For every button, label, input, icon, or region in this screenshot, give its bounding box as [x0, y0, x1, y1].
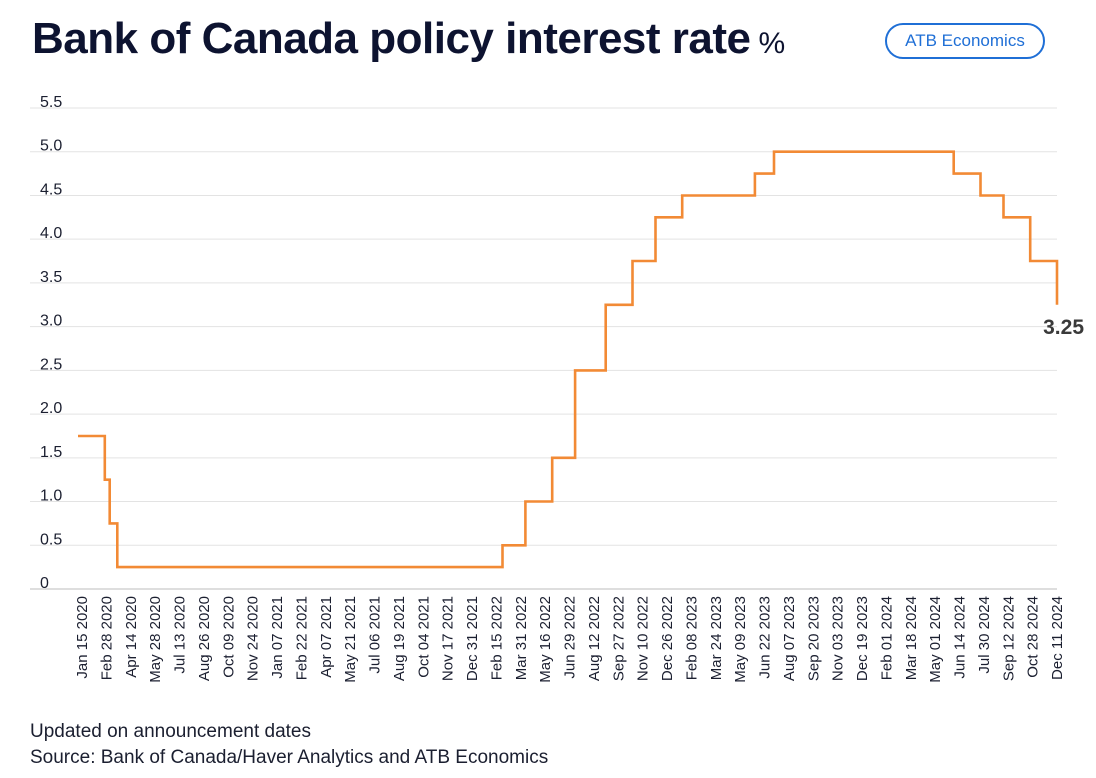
x-tick-label: Nov 03 2023: [830, 596, 847, 681]
x-tick-label: Nov 24 2020: [245, 596, 262, 681]
x-tick-label: Mar 24 2023: [708, 596, 725, 680]
x-tick-label: Dec 31 2021: [464, 596, 481, 681]
x-tick-label: May 21 2021: [342, 596, 359, 683]
x-tick-label: Oct 04 2021: [415, 596, 432, 678]
x-tick-label: May 28 2020: [147, 596, 164, 683]
x-tick-label: Oct 09 2020: [220, 596, 237, 678]
x-tick-label: Aug 26 2020: [196, 596, 213, 681]
x-tick-label: Aug 12 2022: [586, 596, 603, 681]
x-tick-label: Sep 27 2022: [610, 596, 627, 681]
y-tick-label: 0.5: [40, 531, 62, 548]
x-tick-label: Mar 31 2022: [513, 596, 530, 680]
x-tick-label: May 16 2022: [537, 596, 554, 683]
chart-title-block: Bank of Canada policy interest rate%: [32, 14, 785, 64]
x-tick-label: Jul 30 2024: [976, 596, 993, 674]
x-tick-label: Mar 18 2024: [903, 596, 920, 680]
chart-title: Bank of Canada policy interest rate: [32, 14, 751, 63]
x-tick-label: Feb 15 2022: [488, 596, 505, 680]
x-tick-label: May 01 2024: [927, 596, 944, 683]
x-tick-label: Nov 10 2022: [635, 596, 652, 681]
y-tick-label: 5.0: [40, 138, 62, 155]
x-tick-label: Jan 07 2021: [269, 596, 286, 679]
y-tick-label: 3.0: [40, 313, 62, 330]
x-tick-label: Feb 08 2023: [683, 596, 700, 680]
x-tick-label: Jul 13 2020: [172, 596, 189, 674]
x-tick-label: Sep 12 2024: [1000, 596, 1017, 681]
y-tick-label: 1.5: [40, 444, 62, 461]
x-tick-label: May 09 2023: [732, 596, 749, 683]
x-tick-label: Oct 28 2024: [1025, 596, 1042, 678]
y-tick-label: 2.0: [40, 400, 62, 417]
x-tick-label: Dec 19 2023: [854, 596, 871, 681]
x-tick-label: Feb 01 2024: [878, 596, 895, 680]
latest-value-label: 3.25: [1043, 316, 1084, 339]
y-tick-label: 1.0: [40, 488, 62, 505]
x-tick-label: Jan 15 2020: [74, 596, 91, 679]
x-tick-label: Feb 28 2020: [98, 596, 115, 680]
x-tick-label: Nov 17 2021: [440, 596, 457, 681]
x-tick-label: Sep 20 2023: [805, 596, 822, 681]
y-tick-label: 5.5: [40, 94, 62, 111]
footnote: Updated on announcement dates: [30, 721, 311, 742]
x-tick-label: Aug 07 2023: [781, 596, 798, 681]
rate-series-line: [78, 150, 1059, 569]
source-note: Source: Bank of Canada/Haver Analytics a…: [30, 747, 549, 768]
y-tick-label: 3.5: [40, 269, 62, 286]
atb-economics-badge: ATB Economics: [885, 23, 1045, 59]
x-tick-label: Jun 14 2024: [952, 596, 969, 679]
x-tick-label: Feb 22 2021: [293, 596, 310, 680]
x-tick-label: Apr 07 2021: [318, 596, 335, 678]
title-unit: %: [758, 27, 786, 60]
x-tick-label: Dec 26 2022: [659, 596, 676, 681]
y-tick-label: 0: [40, 575, 49, 592]
x-tick-label: Aug 19 2021: [391, 596, 408, 681]
x-tick-label: Apr 14 2020: [123, 596, 140, 678]
x-tick-label: Jul 06 2021: [367, 596, 384, 674]
x-tick-label: Jun 29 2022: [562, 596, 579, 679]
y-tick-label: 2.5: [40, 356, 62, 373]
y-tick-label: 4.5: [40, 181, 62, 198]
x-tick-label: Dec 11 2024: [1049, 596, 1066, 680]
x-tick-label: Jun 22 2023: [757, 596, 774, 679]
y-tick-label: 4.0: [40, 225, 62, 242]
